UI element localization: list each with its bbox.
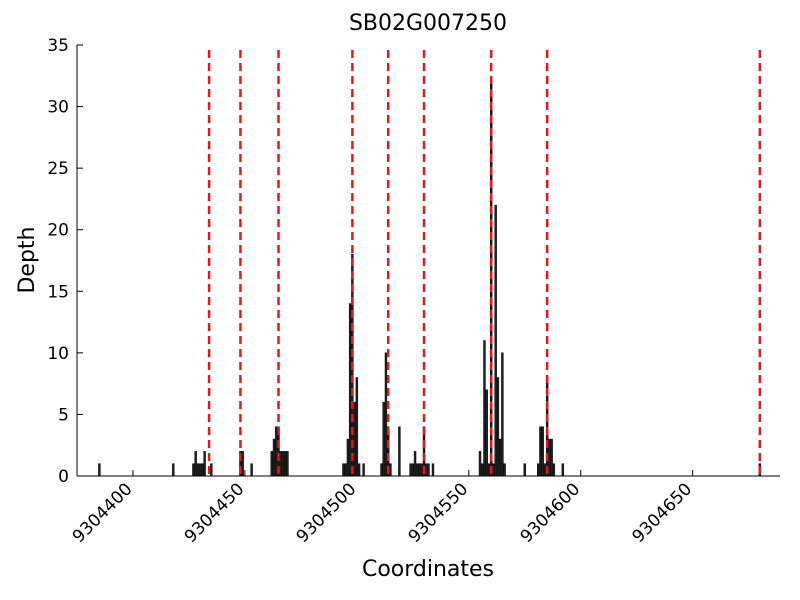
bar bbox=[346, 438, 350, 477]
bar bbox=[284, 451, 287, 477]
y-tick-label: 35 bbox=[47, 36, 69, 56]
bar bbox=[286, 451, 289, 477]
bar bbox=[413, 451, 417, 477]
bar bbox=[541, 426, 544, 477]
bar bbox=[250, 463, 253, 477]
bar bbox=[382, 401, 385, 477]
bar bbox=[398, 426, 401, 477]
bar bbox=[411, 463, 415, 477]
bar bbox=[427, 463, 430, 477]
bar bbox=[281, 451, 285, 477]
bar bbox=[192, 463, 195, 477]
bar bbox=[194, 451, 197, 477]
x-tick-label: 9304450 bbox=[181, 479, 249, 547]
x-tick-label: 9304400 bbox=[69, 479, 137, 547]
y-tick-label: 30 bbox=[47, 98, 69, 118]
bar bbox=[481, 463, 484, 477]
bar bbox=[384, 352, 388, 477]
bar bbox=[483, 340, 486, 477]
bar bbox=[342, 463, 345, 477]
bar bbox=[380, 463, 383, 477]
bar bbox=[201, 463, 204, 477]
bar bbox=[420, 463, 423, 477]
bar bbox=[348, 303, 352, 477]
bar bbox=[416, 463, 419, 477]
bar bbox=[272, 438, 276, 477]
bar bbox=[353, 401, 356, 477]
bar bbox=[494, 204, 497, 477]
y-tick-label: 25 bbox=[47, 159, 69, 179]
bar bbox=[210, 463, 213, 477]
bar bbox=[548, 438, 551, 477]
bar bbox=[389, 463, 392, 477]
bar bbox=[196, 463, 200, 477]
bar bbox=[550, 438, 553, 477]
bar bbox=[561, 463, 565, 477]
bar bbox=[478, 451, 482, 477]
bar bbox=[503, 463, 506, 477]
bar bbox=[523, 463, 526, 477]
bar bbox=[425, 463, 428, 477]
bar bbox=[270, 451, 273, 477]
bar bbox=[98, 463, 101, 477]
bar bbox=[198, 463, 202, 477]
bar bbox=[492, 463, 495, 477]
bar bbox=[275, 426, 278, 477]
x-tick-label: 9304550 bbox=[405, 479, 473, 547]
y-tick-label: 10 bbox=[47, 344, 69, 364]
bar bbox=[409, 463, 412, 477]
bar bbox=[355, 377, 359, 477]
y-tick-label: 20 bbox=[47, 221, 69, 241]
bar bbox=[344, 463, 347, 477]
bar bbox=[418, 463, 421, 477]
y-tick-label: 5 bbox=[58, 405, 69, 425]
bar bbox=[498, 438, 502, 477]
bar bbox=[487, 463, 491, 477]
x-tick-label: 9304500 bbox=[293, 479, 361, 547]
y-tick-label: 0 bbox=[58, 467, 69, 487]
bar bbox=[496, 377, 500, 477]
chart-title: SB02G007250 bbox=[349, 11, 507, 36]
x-tick-label: 9304600 bbox=[517, 479, 585, 547]
x-tick-label: 9304650 bbox=[629, 479, 697, 547]
y-axis-label: Depth bbox=[15, 226, 40, 293]
bar bbox=[552, 463, 556, 477]
bar bbox=[357, 463, 361, 477]
bar bbox=[485, 389, 488, 477]
bar bbox=[172, 463, 175, 477]
x-axis-label: Coordinates bbox=[362, 557, 494, 582]
bar bbox=[539, 426, 542, 477]
bar bbox=[279, 451, 282, 477]
bar bbox=[501, 352, 504, 477]
bar bbox=[241, 451, 244, 477]
bar bbox=[537, 463, 540, 477]
bar bbox=[543, 463, 547, 477]
bar bbox=[362, 463, 365, 477]
bar bbox=[431, 463, 435, 477]
bar bbox=[203, 451, 206, 477]
y-tick-label: 15 bbox=[47, 282, 69, 302]
